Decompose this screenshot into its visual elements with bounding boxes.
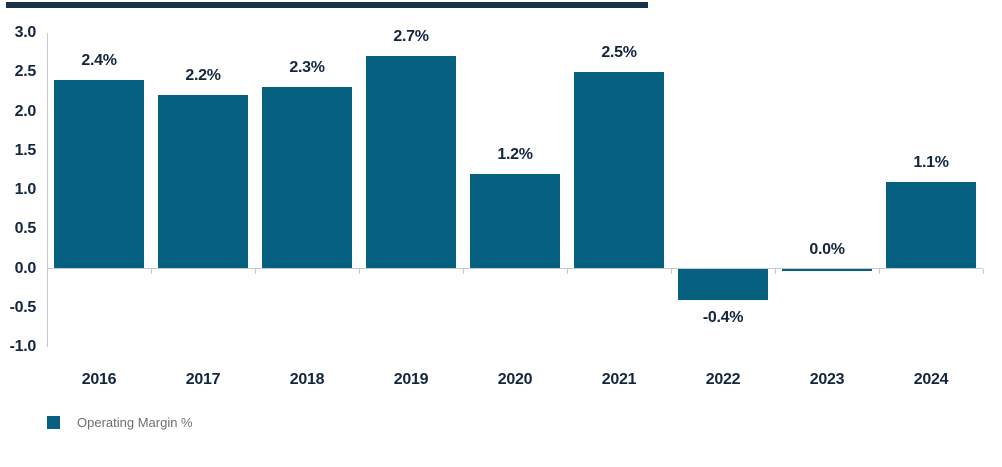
y-tick-label: 1.0 [14,181,37,198]
bar-value-label: 2.7% [393,28,429,45]
x-axis-boundary-tick [47,269,48,274]
top-accent-rule [6,2,648,8]
y-axis-line [47,33,48,347]
legend-swatch [47,416,60,429]
bar-2021 [574,72,664,268]
x-tick-label: 2019 [393,371,429,388]
bar-2022 [678,269,768,300]
bar-2020 [470,174,560,268]
y-tick-label: 2.5 [14,63,37,80]
x-tick-label: 2020 [497,371,533,388]
bar-value-label: -0.4% [702,309,744,326]
x-axis-boundary-tick [567,269,568,274]
y-tick-label: 3.0 [14,24,37,41]
x-axis-boundary-tick [879,269,880,274]
plot-area: 2.4% 2016 2.2% 2017 2.3% 2018 2.7% 2019 1.2% 2020… [47,28,984,388]
x-tick-label: 2018 [289,371,325,388]
bar-2023 [782,269,872,271]
x-axis-boundary-tick [463,269,464,274]
bar-value-label: 2.3% [289,59,325,76]
x-tick-label: 2023 [809,371,845,388]
x-axis-boundary-tick [359,269,360,274]
y-tick-label: 0.0 [14,260,37,277]
x-axis-boundary-tick [671,269,672,274]
x-tick-label: 2021 [601,371,637,388]
x-tick-label: 2022 [705,371,741,388]
bar-2018 [262,87,352,268]
bar-2024 [886,182,976,268]
x-axis-boundary-tick [151,269,152,274]
bar-value-label: 1.1% [913,154,949,171]
y-tick-label: -0.5 [9,299,37,316]
bar-value-label: 2.5% [601,44,637,61]
x-axis-baseline [47,268,983,269]
x-tick-label: 2016 [81,371,117,388]
bar-2019 [366,56,456,268]
bar-2016 [54,80,144,268]
bar-value-label: 0.0% [809,241,845,258]
y-tick-label: 2.0 [14,103,37,120]
bar-2017 [158,95,248,268]
y-tick-label: 1.5 [14,142,37,159]
bar-value-label: 1.2% [497,146,533,163]
bar-value-label: 2.2% [185,67,221,84]
x-axis-boundary-tick [983,269,984,274]
bar-value-label: 2.4% [81,52,117,69]
y-tick-label: 0.5 [14,220,37,237]
x-axis-boundary-tick [775,269,776,274]
y-tick-label: -1.0 [9,338,37,355]
x-tick-label: 2024 [913,371,949,388]
legend-label: Operating Margin % [77,415,193,430]
x-axis-boundary-tick [255,269,256,274]
x-tick-label: 2017 [185,371,221,388]
